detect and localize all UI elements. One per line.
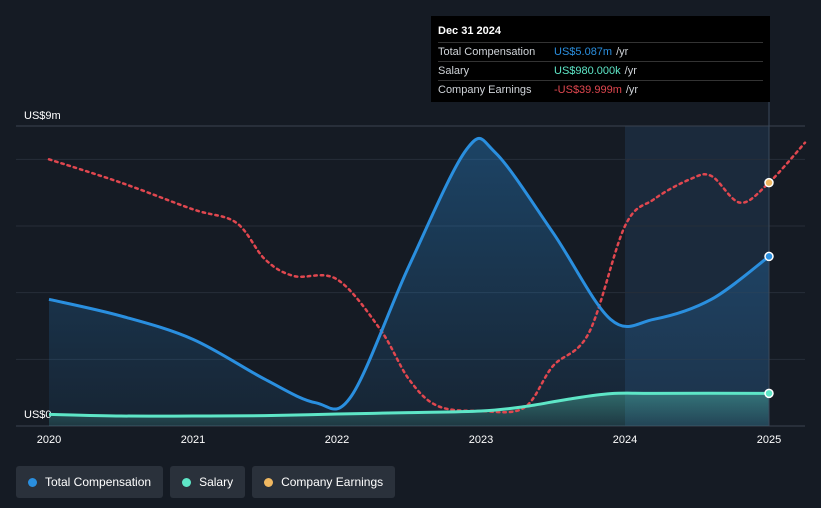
legend-label: Salary	[199, 475, 234, 489]
legend-item-salary[interactable]: Salary	[170, 466, 246, 498]
y-axis-top-label: US$9m	[24, 110, 61, 122]
legend-dot-icon	[28, 477, 37, 487]
legend-dot-icon	[182, 477, 192, 487]
tooltip-unit: /yr	[625, 84, 639, 96]
x-tick-label: 2023	[469, 434, 493, 446]
salary-line	[48, 391, 770, 418]
tooltip-label: Salary	[438, 65, 470, 77]
legend-label: Total Compensation	[45, 475, 152, 489]
legend-dot-icon	[264, 477, 274, 487]
tooltip-date: Dec 31 2024	[438, 24, 763, 43]
tooltip-row-salary: Salary US$980.000k /yr	[438, 62, 763, 81]
company-earnings-marker	[764, 177, 774, 188]
x-tick-label: 2020	[37, 434, 61, 446]
y-axis-bottom-label: US$0	[24, 409, 52, 421]
x-tick-label: 2024	[613, 434, 637, 446]
salary-area	[49, 393, 769, 426]
x-tick-label: 2022	[325, 434, 349, 446]
legend-item-total-compensation[interactable]: Total Compensation	[16, 466, 164, 498]
tooltip-unit: /yr	[624, 65, 637, 77]
x-tick-label: 2025	[757, 434, 781, 446]
tooltip-unit: /yr	[616, 46, 629, 58]
legend: Total Compensation Salary Company Earnin…	[16, 466, 396, 498]
tooltip: Dec 31 2024 Total Compensation US$5.087m…	[431, 16, 770, 102]
total-compensation-area	[49, 138, 769, 427]
tooltip-label: Total Compensation	[438, 46, 536, 58]
total-compensation-marker	[764, 251, 774, 262]
salary-marker	[764, 388, 774, 399]
legend-label: Company Earnings	[281, 475, 384, 489]
tooltip-value: US$5.087m	[554, 46, 613, 58]
tooltip-row-company-earnings: Company Earnings -US$39.999m /yr	[438, 81, 763, 99]
tooltip-value: US$980.000k	[554, 65, 621, 77]
total-compensation-line	[48, 136, 770, 411]
x-tick-label: 2021	[181, 434, 205, 446]
tooltip-label: Company Earnings	[438, 84, 532, 96]
tooltip-value: -US$39.999m	[554, 84, 622, 96]
legend-item-company-earnings[interactable]: Company Earnings	[252, 466, 396, 498]
tooltip-row-total-compensation: Total Compensation US$5.087m /yr	[438, 43, 763, 62]
